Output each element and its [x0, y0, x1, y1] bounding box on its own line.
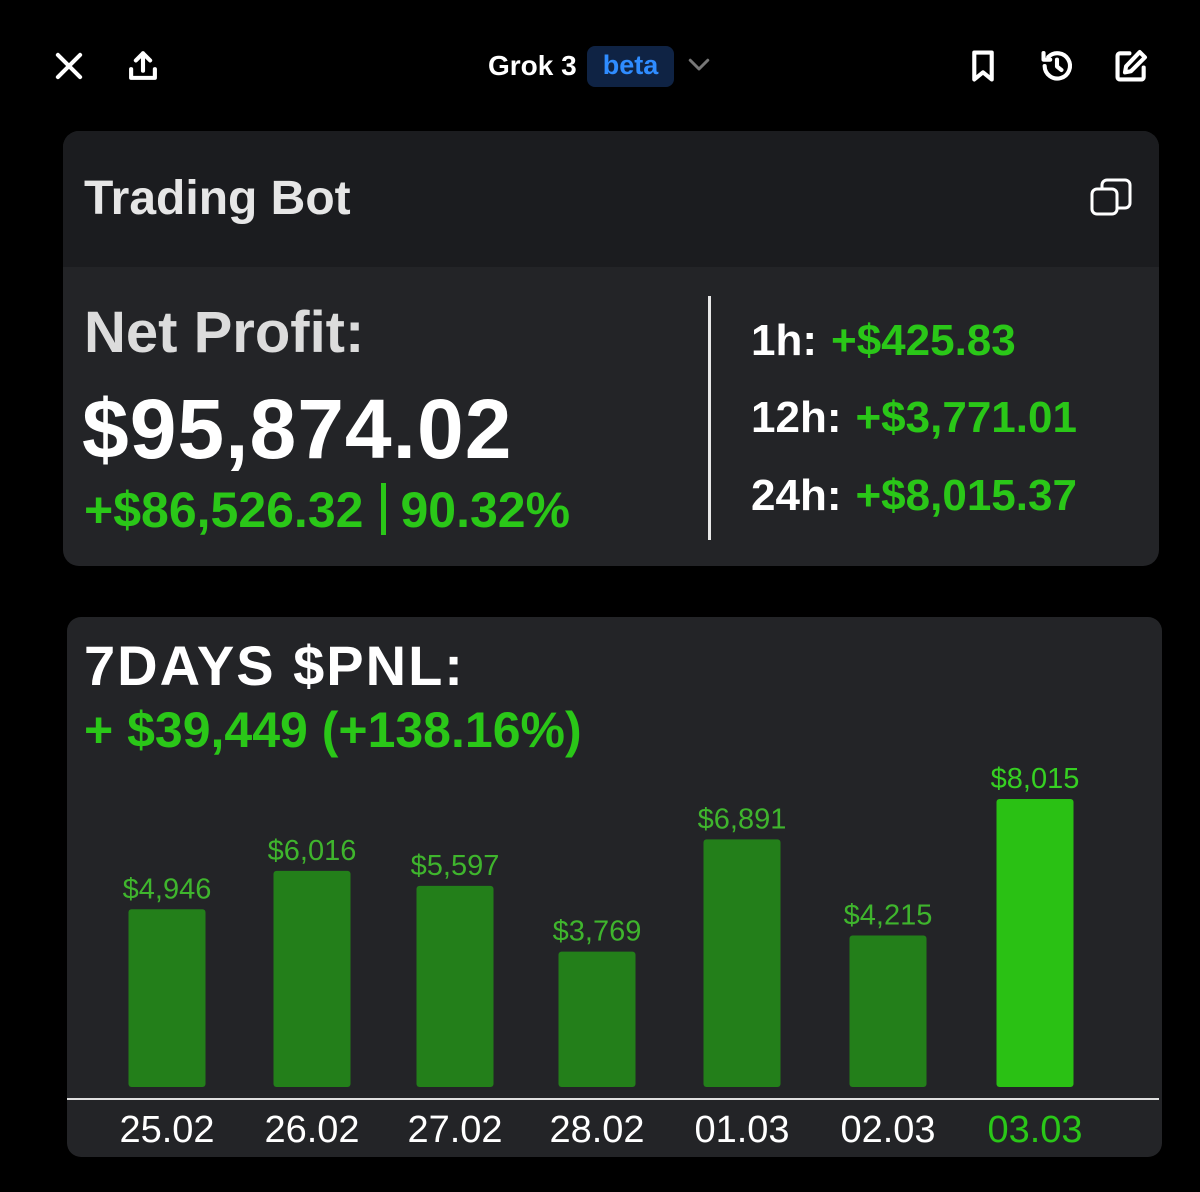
net-profit-gain: +$86,526.32 90.32% — [84, 481, 570, 539]
bar-25.02 — [128, 909, 206, 1087]
pnl-subtitle: + $39,449 (+138.16%) — [84, 702, 582, 758]
bar-03.03 — [996, 799, 1074, 1087]
bar-value-label: $5,597 — [411, 850, 500, 882]
x-tick-label: 27.02 — [407, 1109, 502, 1151]
pnl-bar-chart: $4,946 25.02 $6,016 26.02 $5,597 27.02 $3,769 2… — [67, 763, 1159, 1151]
timeframe-row-1h: 1h: +$425.83 — [751, 316, 1016, 366]
chevron-down-icon[interactable] — [684, 49, 714, 84]
bookmark-icon[interactable] — [961, 44, 1005, 88]
x-tick-label: 02.03 — [840, 1109, 935, 1151]
x-tick-label: 01.03 — [694, 1109, 789, 1151]
gain-percent: 90.32% — [400, 482, 571, 538]
bar-01.03 — [703, 839, 781, 1087]
bar-26.02 — [273, 870, 351, 1087]
timeframe-row-12h: 12h: +$3,771.01 — [751, 393, 1077, 443]
beta-badge: beta — [586, 45, 675, 87]
x-tick-label: 03.03 — [987, 1109, 1082, 1151]
timeframe-value: +$8,015.37 — [855, 471, 1077, 520]
x-tick-label: 28.02 — [549, 1109, 644, 1151]
bar-value-label: $6,891 — [698, 803, 787, 835]
bar-28.02 — [558, 951, 636, 1087]
x-tick-label: 25.02 — [119, 1109, 214, 1151]
gain-amount: +$86,526.32 — [84, 482, 364, 538]
model-name: Grok 3 — [488, 50, 577, 81]
card-header: Trading Bot — [63, 131, 1159, 267]
net-profit-value: $95,874.02 — [82, 382, 513, 476]
card-title: Trading Bot — [84, 172, 351, 225]
timeframe-label: 1h: — [751, 316, 817, 365]
bar-value-label: $3,769 — [553, 916, 642, 948]
timeframe-label: 12h: — [751, 393, 842, 442]
net-profit-label: Net Profit: — [84, 300, 365, 365]
copy-icon[interactable] — [1089, 177, 1133, 221]
edit-icon[interactable] — [1109, 44, 1153, 88]
share-icon[interactable] — [121, 44, 165, 88]
model-selector[interactable]: Grok 3 beta — [488, 44, 714, 88]
top-bar: Grok 3 beta — [0, 0, 1200, 130]
timeframe-value: +$3,771.01 — [855, 393, 1077, 442]
pnl-title: 7DAYS $PNL: — [84, 634, 465, 697]
bar-27.02 — [416, 885, 494, 1087]
bar-02.03 — [849, 935, 927, 1087]
x-tick-label: 26.02 — [264, 1109, 359, 1151]
bar-value-label: $4,946 — [123, 873, 212, 905]
close-icon[interactable] — [47, 44, 91, 88]
bar-value-label: $4,215 — [844, 900, 933, 932]
timeframe-row-24h: 24h: +$8,015.37 — [751, 471, 1077, 521]
gain-divider — [381, 483, 387, 535]
pnl-card: $4,946 25.02 $6,016 26.02 $5,597 27.02 $3,769 2… — [67, 617, 1162, 1157]
timeframe-label: 24h: — [751, 471, 842, 520]
bar-value-label: $6,016 — [268, 835, 357, 867]
timeframe-value: +$425.83 — [831, 316, 1016, 365]
history-icon[interactable] — [1035, 44, 1079, 88]
vertical-divider — [708, 296, 711, 540]
bar-value-label: $8,015 — [991, 763, 1080, 795]
trading-bot-card: Trading Bot Net Profit: $95,874.02 +$86,… — [63, 131, 1159, 566]
